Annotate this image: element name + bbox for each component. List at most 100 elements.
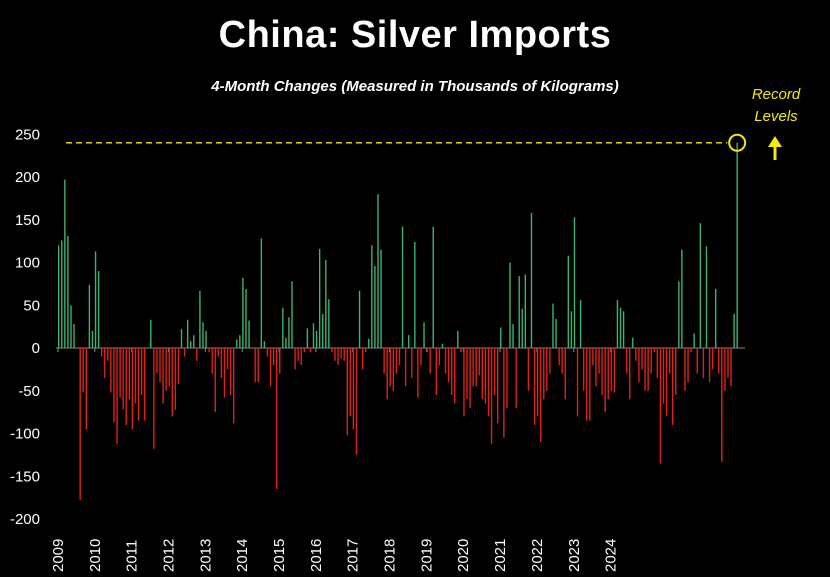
bar: [131, 348, 134, 430]
x-tick-label: 2012: [161, 539, 178, 572]
bar: [613, 348, 616, 393]
bar: [687, 348, 689, 383]
y-tick-label: 50: [23, 297, 40, 314]
bar: [506, 348, 508, 408]
bar: [518, 276, 520, 348]
bar: [721, 348, 723, 462]
bar: [88, 284, 91, 348]
bar: [711, 348, 714, 370]
bar: [466, 348, 468, 400]
bar: [383, 348, 385, 374]
bar: [401, 226, 404, 348]
bar: [315, 330, 318, 348]
bar: [331, 348, 333, 353]
bar: [450, 348, 453, 396]
bar: [570, 311, 573, 348]
bar: [113, 348, 115, 423]
bar: [162, 348, 164, 404]
x-tick-label: 2018: [382, 539, 399, 572]
bar: [398, 348, 401, 366]
bar: [291, 281, 293, 348]
bar: [328, 299, 330, 348]
bar: [546, 348, 548, 391]
bar: [177, 348, 180, 384]
bar: [656, 348, 659, 378]
bar: [472, 348, 474, 387]
bar: [521, 308, 523, 348]
bar: [272, 348, 275, 366]
x-tick-label: 2011: [124, 540, 141, 572]
bar: [377, 194, 379, 348]
bar: [659, 348, 662, 464]
y-tick-label: 0: [32, 340, 40, 357]
bar: [368, 338, 370, 348]
bar: [245, 289, 247, 348]
bar-series: [58, 142, 738, 501]
bar: [684, 348, 686, 391]
bar: [322, 313, 324, 348]
bar: [407, 335, 410, 348]
bar: [561, 348, 563, 374]
bar: [558, 348, 560, 366]
bar: [625, 348, 628, 374]
bar: [533, 348, 536, 425]
bar: [665, 348, 668, 417]
bar: [248, 320, 250, 348]
bar: [493, 348, 496, 396]
bar: [226, 348, 229, 370]
bar: [361, 348, 364, 370]
bar: [143, 348, 146, 421]
bar: [573, 217, 576, 348]
bar: [457, 330, 459, 348]
bar: [168, 348, 170, 387]
bar: [100, 348, 103, 357]
bar: [91, 330, 94, 348]
bar: [429, 348, 431, 374]
bar: [530, 212, 533, 348]
bar: [64, 179, 66, 348]
bar: [153, 348, 155, 449]
x-tick-label: 2024: [603, 539, 620, 572]
x-tick-label: 2010: [87, 539, 104, 572]
bar: [325, 259, 327, 348]
bar: [128, 348, 131, 400]
bar: [380, 249, 382, 348]
bar: [635, 348, 637, 361]
bar: [463, 348, 465, 417]
bar: [306, 328, 309, 348]
bar: [589, 348, 591, 421]
bar: [73, 324, 75, 348]
bar: [552, 303, 554, 348]
bar: [576, 348, 579, 417]
bar: [481, 348, 484, 400]
bar: [156, 348, 158, 374]
bar: [232, 348, 235, 424]
bar: [159, 348, 161, 383]
bar: [343, 348, 345, 361]
bar: [469, 348, 471, 408]
bar: [435, 348, 438, 396]
y-tick-label: 250: [15, 126, 40, 143]
bar: [675, 348, 677, 396]
bar: [696, 348, 698, 374]
bar: [417, 348, 419, 398]
bar: [186, 319, 189, 348]
bar: [650, 348, 652, 374]
bar: [193, 335, 195, 348]
bar: [122, 348, 124, 410]
x-tick-label: 2017: [345, 539, 362, 572]
bar: [567, 255, 570, 348]
bar: [61, 240, 63, 348]
bar: [269, 348, 272, 387]
bar: [619, 307, 622, 348]
bar: [334, 348, 336, 361]
bar: [346, 348, 348, 436]
bar: [543, 348, 545, 400]
bar: [702, 348, 705, 378]
bar: [389, 348, 391, 387]
x-tick-label: 2021: [492, 539, 509, 572]
bar: [297, 348, 299, 361]
bar: [337, 348, 339, 366]
bar: [374, 265, 376, 348]
